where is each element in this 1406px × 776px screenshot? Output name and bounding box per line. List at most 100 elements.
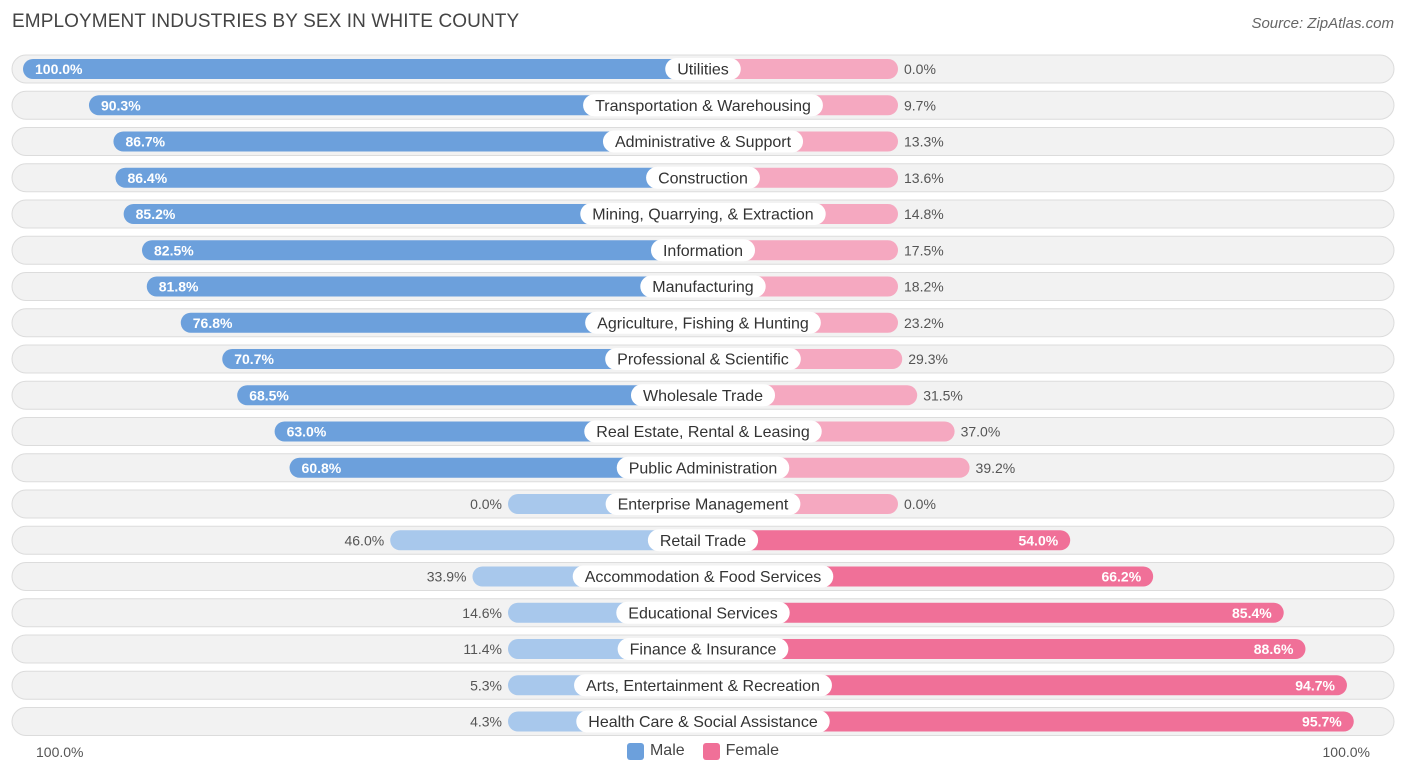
category-label: Wholesale Trade [643, 388, 763, 405]
category-label: Accommodation & Food Services [585, 569, 822, 586]
bar-female [703, 711, 1354, 732]
value-label-female: 18.2% [904, 279, 944, 295]
category-label: Arts, Entertainment & Recreation [586, 678, 820, 695]
bar-female [703, 675, 1347, 696]
value-label-male: 0.0% [470, 496, 502, 512]
value-label-female: 54.0% [1018, 532, 1058, 548]
value-label-female: 14.8% [904, 206, 944, 222]
category-label: Health Care & Social Assistance [588, 714, 818, 731]
category-label-bg [640, 275, 766, 298]
category-label-bg [584, 420, 822, 443]
chart-plot-area: Utilities 100.0% 0.0% Transportation & Ware… [11, 54, 1395, 736]
category-label: Public Administration [629, 460, 778, 477]
bar-female [703, 59, 898, 79]
value-label-female: 13.3% [904, 134, 944, 150]
bar-male [390, 530, 703, 551]
category-label-bg [617, 638, 789, 660]
category-label: Real Estate, Rental & Leasing [596, 424, 809, 441]
bar-male [23, 59, 703, 79]
value-label-female: 37.0% [961, 424, 1001, 440]
value-label-female: 39.2% [976, 460, 1016, 476]
bar-female [703, 602, 1284, 623]
category-label-bg [602, 130, 804, 153]
value-label-male: 100.0% [35, 61, 83, 77]
value-label-female: 85.4% [1232, 605, 1272, 621]
category-label: Enterprise Management [618, 497, 789, 514]
category-label: Retail Trade [660, 533, 746, 550]
chart-title: EMPLOYMENT INDUSTRIES BY SEX IN WHITE CO… [12, 11, 520, 32]
value-label-male: 81.8% [159, 279, 199, 295]
axis-left-label: 100.0% [36, 744, 84, 760]
value-label-female: 9.7% [904, 97, 936, 113]
category-label-bg [616, 456, 790, 479]
category-label: Transportation & Warehousing [595, 98, 811, 115]
bar-female [703, 639, 1306, 659]
bar-male [113, 131, 703, 152]
value-label-male: 33.9% [427, 569, 467, 585]
legend-item-female: Female [702, 742, 780, 760]
category-label-bg [585, 311, 821, 334]
category-label-bg [646, 166, 760, 189]
value-label-female: 88.6% [1254, 641, 1294, 657]
value-label-male: 60.8% [302, 460, 342, 476]
chart-source: Source: ZipAtlas.com [1251, 15, 1394, 32]
category-label: Mining, Quarrying, & Extraction [592, 207, 813, 224]
value-label-male: 68.5% [249, 387, 289, 403]
bar-male [142, 240, 703, 261]
category-label-bg [616, 601, 790, 624]
category-label: Finance & Insurance [630, 642, 777, 659]
value-label-female: 23.2% [904, 315, 944, 331]
value-label-male: 46.0% [344, 532, 384, 548]
value-label-female: 13.6% [904, 170, 944, 186]
category-label-bg [650, 239, 756, 262]
category-label-bg [647, 529, 759, 552]
value-label-male: 70.7% [234, 351, 274, 367]
bar-male [180, 312, 703, 333]
legend-label-female: Female [725, 742, 780, 759]
category-label: Educational Services [628, 605, 777, 622]
value-label-male: 5.3% [470, 677, 502, 693]
value-label-male: 11.4% [463, 641, 502, 657]
category-label: Construction [658, 170, 748, 187]
category-label: Manufacturing [652, 279, 753, 296]
value-label-male: 90.3% [101, 97, 141, 113]
bar-male [88, 95, 703, 116]
bar-male [146, 276, 703, 297]
category-label-bg [580, 203, 826, 225]
value-label-female: 0.0% [904, 496, 936, 512]
axis-right-label: 100.0% [1322, 744, 1370, 760]
legend-label-male: Male [649, 742, 685, 759]
category-label: Agriculture, Fishing & Hunting [597, 315, 809, 332]
value-label-male: 14.6% [462, 605, 502, 621]
category-label-bg [574, 674, 832, 697]
bar-male [123, 204, 703, 224]
value-label-female: 29.3% [908, 351, 948, 367]
category-label-bg [572, 565, 834, 588]
value-label-female: 95.7% [1302, 714, 1342, 730]
category-label-bg [605, 348, 801, 370]
category-label: Information [663, 243, 743, 260]
value-label-male: 4.3% [470, 714, 502, 730]
category-label-bg [665, 58, 741, 80]
bar-male [115, 167, 704, 188]
value-label-female: 31.5% [923, 387, 963, 403]
category-label: Utilities [677, 62, 729, 79]
category-label: Administrative & Support [615, 134, 792, 151]
legend-item-male: Male [626, 742, 685, 760]
category-label-bg [630, 384, 776, 407]
bar-female [703, 530, 1071, 551]
value-label-female: 66.2% [1101, 569, 1141, 585]
value-label-male: 76.8% [193, 315, 233, 331]
value-label-male: 86.7% [125, 134, 165, 150]
bar-male [237, 385, 703, 406]
category-label-bg [605, 493, 801, 515]
value-label-female: 94.7% [1295, 677, 1335, 693]
category-label: Professional & Scientific [617, 352, 789, 369]
bar-male [222, 349, 704, 369]
value-label-male: 63.0% [287, 424, 327, 440]
value-label-male: 82.5% [154, 242, 194, 258]
legend: Male Female [0, 742, 1406, 760]
value-label-female: 0.0% [904, 61, 936, 77]
category-label-bg [576, 710, 830, 733]
bar-male [289, 457, 703, 478]
